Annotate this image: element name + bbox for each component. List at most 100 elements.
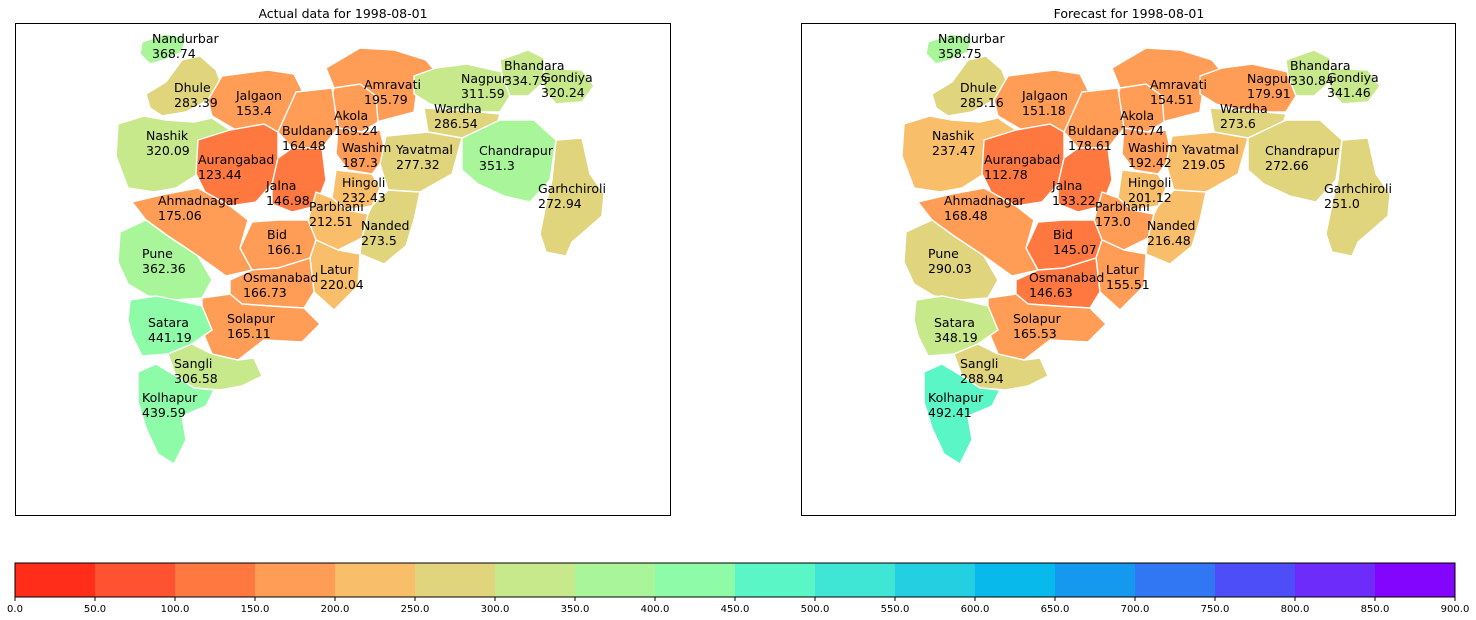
district-value-yavatmal: 219.05 [1182,157,1226,172]
district-value-jalna: 133.22 [1052,193,1096,208]
forecast-regions [901,33,1391,466]
district-name-akola: Akola [334,108,368,123]
district-name-kolhapur: Kolhapur [928,390,984,405]
district-value-sangli: 306.58 [174,371,218,386]
district-name-hingoli: Hingoli [342,175,385,190]
colorbar-segment [95,563,176,597]
district-name-kolhapur: Kolhapur [142,390,198,405]
colorbar-segment [1135,563,1216,597]
district-name-osmanabad: Osmanabad [243,270,318,285]
colorbar-segment [655,563,736,597]
district-nanded [359,189,421,265]
district-name-bid: Bid [1053,227,1073,242]
district-value-satara: 441.19 [148,330,192,345]
district-name-nagpur: Nagpur [1247,71,1294,86]
district-garhchiroli [539,137,605,257]
district-value-chandrapur: 272.66 [1265,158,1309,173]
district-value-akola: 170.74 [1120,123,1164,138]
district-name-nashik: Nashik [932,128,975,143]
district-value-nandurbar: 358.75 [938,46,982,61]
colorbar-tick-label: 700.0 [1121,604,1150,615]
colorbar-svg: 0.0 50.0 100.0 150.0 200.0 250.0 300.0 350.0 400… [7,562,1470,615]
district-value-satara: 348.19 [934,330,978,345]
district-value-latur: 155.51 [1106,277,1150,292]
district-name-buldana: Buldana [282,123,333,138]
district-name-hingoli: Hingoli [1128,175,1171,190]
district-name-pune: Pune [142,246,173,261]
colorbar-segment [815,563,896,597]
colorbar-tick-label: 300.0 [481,604,510,615]
district-name-jalna: Jalna [1051,178,1082,193]
district-name-latur: Latur [1106,262,1139,277]
district-value-amravati: 195.79 [364,92,408,107]
district-value-gondiya: 320.24 [541,85,585,100]
district-value-osmanabad: 146.63 [1029,285,1073,300]
district-value-nanded: 273.5 [361,233,397,248]
district-name-nagpur: Nagpur [461,71,508,86]
district-name-bid: Bid [267,227,287,242]
district-value-buldana: 164.48 [282,138,326,153]
colorbar-tick-label: 650.0 [1041,604,1070,615]
colorbar: 0.0 50.0 100.0 150.0 200.0 250.0 300.0 350.0 400… [0,555,1476,620]
district-name-nandurbar: Nandurbar [152,31,220,46]
district-nagpur [413,63,511,113]
district-name-jalgaon: Jalgaon [235,88,282,103]
district-value-nanded: 216.48 [1147,233,1191,248]
district-value-nagpur: 179.91 [1247,86,1291,101]
district-yavatmal [1165,131,1249,193]
district-name-gondiya: Gondiya [541,70,593,85]
district-value-dhule: 285.16 [960,95,1004,110]
district-name-washim: Washim [342,140,391,155]
district-value-pune: 362.36 [142,261,186,276]
colorbar-tick-label: 900.0 [1441,604,1470,615]
district-garhchiroli [1325,137,1391,257]
district-name-parbhani: Parbhani [1095,199,1150,214]
district-name-satara: Satara [148,315,189,330]
district-name-chandrapur: Chandrapur [1265,143,1340,158]
district-name-gondiya: Gondiya [1327,70,1379,85]
colorbar-tick-label: 0.0 [7,604,23,615]
district-value-wardha: 286.54 [434,116,478,131]
district-value-kolhapur: 439.59 [142,405,186,420]
district-value-bhandara: 330.84 [1290,73,1334,88]
district-nandurbar [925,33,973,65]
district-value-pune: 290.03 [928,261,972,276]
colorbar-tick-label: 450.0 [721,604,750,615]
district-value-buldana: 178.61 [1068,138,1112,153]
district-value-bid: 145.07 [1053,242,1097,257]
district-name-yavatmal: Yavatmal [395,142,453,157]
district-name-nashik: Nashik [146,128,189,143]
district-kolhapur [137,363,216,466]
district-name-washim: Washim [1128,140,1177,155]
district-name-ahmadnagar: Ahmadnagar [158,193,239,208]
district-washim [335,127,387,175]
district-value-nashik: 237.47 [932,143,976,158]
district-name-sangli: Sangli [174,356,212,371]
colorbar-tick-label: 800.0 [1281,604,1310,615]
colorbar-segment [1215,563,1296,597]
district-name-latur: Latur [320,262,353,277]
district-gondiya [1329,67,1381,105]
district-value-bid: 166.1 [267,242,303,257]
colorbar-segment [1375,563,1456,597]
colorbar-segment [495,563,576,597]
district-value-gondiya: 341.46 [1327,85,1371,100]
colorbar-tick-label: 600.0 [961,604,990,615]
district-value-solapur: 165.53 [1013,326,1057,341]
colorbar-segment [175,563,256,597]
district-value-amravati: 154.51 [1150,92,1194,107]
colorbar-tick-label: 750.0 [1201,604,1230,615]
district-value-solapur: 165.11 [227,326,271,341]
district-name-nanded: Nanded [1147,218,1196,233]
district-bhandara [1285,49,1333,97]
district-name-wardha: Wardha [434,101,482,116]
district-name-akola: Akola [1120,108,1154,123]
district-value-jalgaon: 151.18 [1022,103,1066,118]
colorbar-tick-label: 850.0 [1361,604,1390,615]
colorbar-tick-label: 550.0 [881,604,910,615]
district-value-yavatmal: 277.32 [396,157,440,172]
district-value-chandrapur: 351.3 [479,158,515,173]
district-chandrapur [1247,119,1343,203]
